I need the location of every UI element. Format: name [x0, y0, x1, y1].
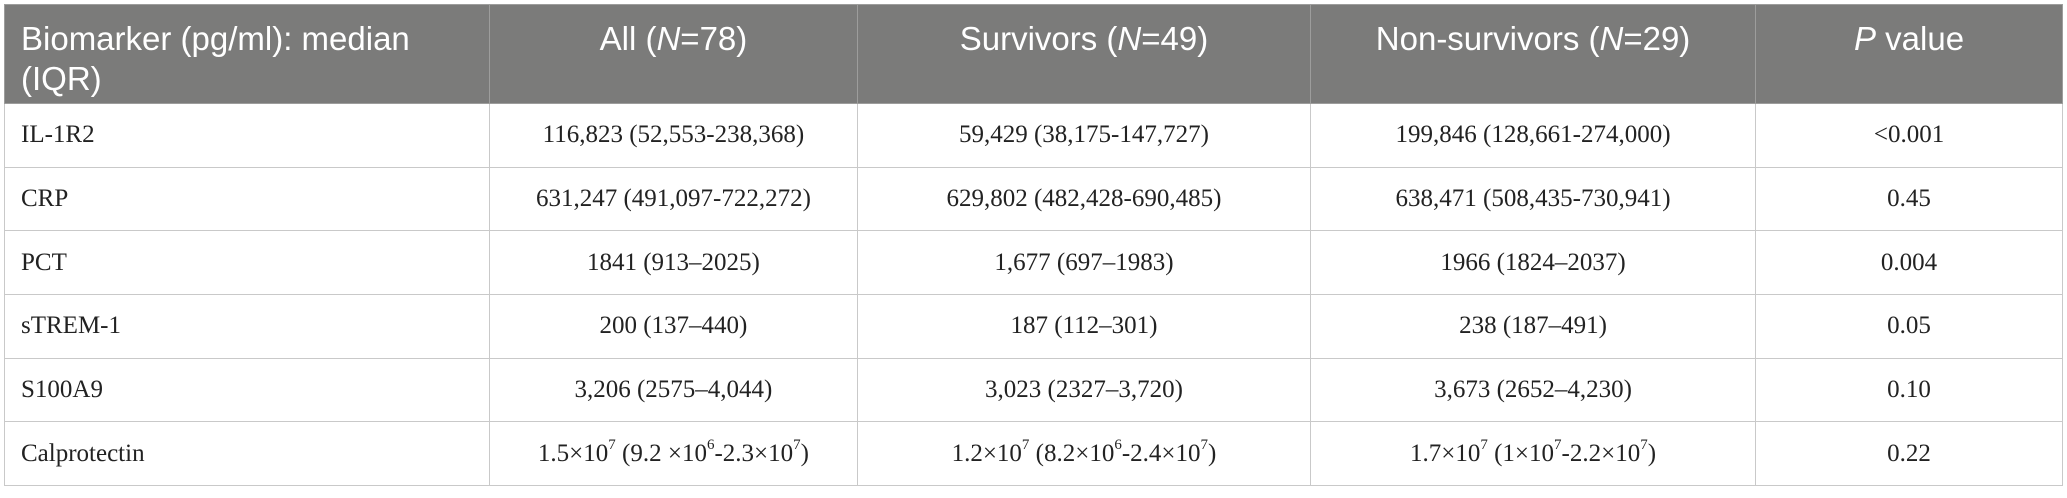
sci-part: -2.3×10	[714, 439, 794, 467]
cell-all: 1841 (913–2025)	[488, 230, 858, 295]
cell-biomarker: Calprotectin	[4, 421, 490, 486]
table-row: Calprotectin 1.5×107 (9.2 ×106-2.3×107) …	[4, 421, 2063, 486]
biomarker-table: Biomarker (pg/ml): median (IQR) All (N=7…	[4, 4, 2063, 486]
cell-survivors: 629,802 (482,428-690,485)	[856, 166, 1312, 232]
sci-part: )	[800, 439, 809, 467]
header-row: Biomarker (pg/ml): median (IQR) All (N=7…	[4, 4, 2063, 104]
header-all-pre: All (	[599, 20, 657, 57]
sci-part: -2.2×10	[1561, 439, 1641, 467]
sci-exponent: 7	[1021, 437, 1030, 454]
cell-all: 3,206 (2575–4,044)	[488, 357, 858, 423]
cell-all: 1.5×107 (9.2 ×106-2.3×107)	[488, 421, 858, 486]
header-non-survivors-post: =29)	[1623, 20, 1691, 57]
header-survivors-pre: Survivors (	[959, 20, 1118, 57]
cell-p-value: 0.22	[1755, 421, 2063, 486]
cell-p-value: 0.45	[1755, 166, 2063, 232]
cell-biomarker: IL-1R2	[4, 103, 490, 168]
table-row: PCT 1841 (913–2025) 1,677 (697–1983) 196…	[4, 230, 2063, 295]
cell-survivors: 59,429 (38,175-147,727)	[856, 103, 1312, 168]
cell-p-value: 0.05	[1755, 293, 2063, 359]
sci-exponent: 7	[1640, 437, 1648, 454]
cell-non-survivors: 3,673 (2652–4,230)	[1309, 357, 1757, 423]
header-survivors: Survivors (N=49)	[856, 4, 1312, 104]
cell-p-value: 0.004	[1755, 230, 2063, 295]
header-survivors-italic: N	[1117, 20, 1142, 57]
table-row: CRP 631,247 (491,097-722,272) 629,802 (4…	[4, 166, 2063, 232]
sci-exponent: 7	[1554, 437, 1562, 454]
cell-non-survivors: 238 (187–491)	[1309, 293, 1757, 359]
table-row: IL-1R2 116,823 (52,553-238,368) 59,429 (…	[4, 103, 2063, 168]
header-biomarker-text: Biomarker (pg/ml): median (IQR)	[21, 20, 410, 97]
cell-non-survivors: 1966 (1824–2037)	[1309, 230, 1757, 295]
header-p-value: P value	[1755, 4, 2063, 104]
sci-part: )	[1647, 439, 1657, 467]
sci-part: (8.2×10	[1029, 439, 1115, 467]
header-survivors-post: =49)	[1141, 20, 1209, 57]
sci-exponent: 6	[706, 437, 715, 454]
table-row: sTREM-1 200 (137–440) 187 (112–301) 238 …	[4, 293, 2063, 359]
cell-non-survivors: 1.7×107 (1×107-2.2×107)	[1309, 421, 1757, 486]
sci-part: -2.4×10	[1121, 439, 1201, 467]
cell-biomarker: sTREM-1	[4, 293, 490, 359]
cell-p-value: <0.001	[1755, 103, 2063, 168]
header-non-survivors-pre: Non-survivors (	[1375, 20, 1600, 57]
sci-exponent: 7	[793, 437, 801, 454]
sci-exponent: 7	[608, 437, 616, 454]
cell-non-survivors: 638,471 (508,435-730,941)	[1309, 166, 1757, 232]
table-body: IL-1R2 116,823 (52,553-238,368) 59,429 (…	[4, 103, 2063, 486]
table-header: Biomarker (pg/ml): median (IQR) All (N=7…	[4, 4, 2063, 104]
header-p-italic: P	[1854, 20, 1877, 57]
sci-exponent: 7	[1200, 437, 1209, 454]
sci-part: 1.7×10	[1410, 439, 1481, 467]
header-biomarker: Biomarker (pg/ml): median (IQR)	[4, 4, 490, 104]
cell-biomarker: PCT	[4, 230, 490, 295]
cell-survivors: 1,677 (697–1983)	[856, 230, 1312, 295]
cell-p-value: 0.10	[1755, 357, 2063, 423]
sci-part: 1.5×10	[537, 439, 609, 467]
cell-survivors: 1.2×107 (8.2×106-2.4×107)	[856, 421, 1312, 486]
header-p-post: value	[1876, 20, 1965, 57]
cell-all: 116,823 (52,553-238,368)	[488, 103, 858, 168]
sci-exponent: 7	[1480, 437, 1488, 454]
cell-survivors: 187 (112–301)	[856, 293, 1312, 359]
sci-part: )	[1208, 439, 1217, 467]
header-all-post: =78)	[680, 20, 748, 57]
header-non-survivors: Non-survivors (N=29)	[1309, 4, 1757, 104]
sci-part: 1.2×10	[951, 439, 1022, 467]
cell-survivors: 3,023 (2327–3,720)	[856, 357, 1312, 423]
sci-exponent: 6	[1114, 437, 1122, 454]
cell-biomarker: CRP	[4, 166, 490, 232]
header-all: All (N=78)	[488, 4, 858, 104]
cell-non-survivors: 199,846 (128,661-274,000)	[1309, 103, 1757, 168]
cell-all: 200 (137–440)	[488, 293, 858, 359]
table-row: S100A9 3,206 (2575–4,044) 3,023 (2327–3,…	[4, 357, 2063, 423]
cell-all: 631,247 (491,097-722,272)	[488, 166, 858, 232]
sci-part: (1×10	[1487, 439, 1555, 467]
header-all-italic: N	[656, 20, 681, 57]
sci-part: (9.2 ×10	[615, 439, 707, 467]
cell-biomarker: S100A9	[4, 357, 490, 423]
header-non-survivors-italic: N	[1599, 20, 1624, 57]
